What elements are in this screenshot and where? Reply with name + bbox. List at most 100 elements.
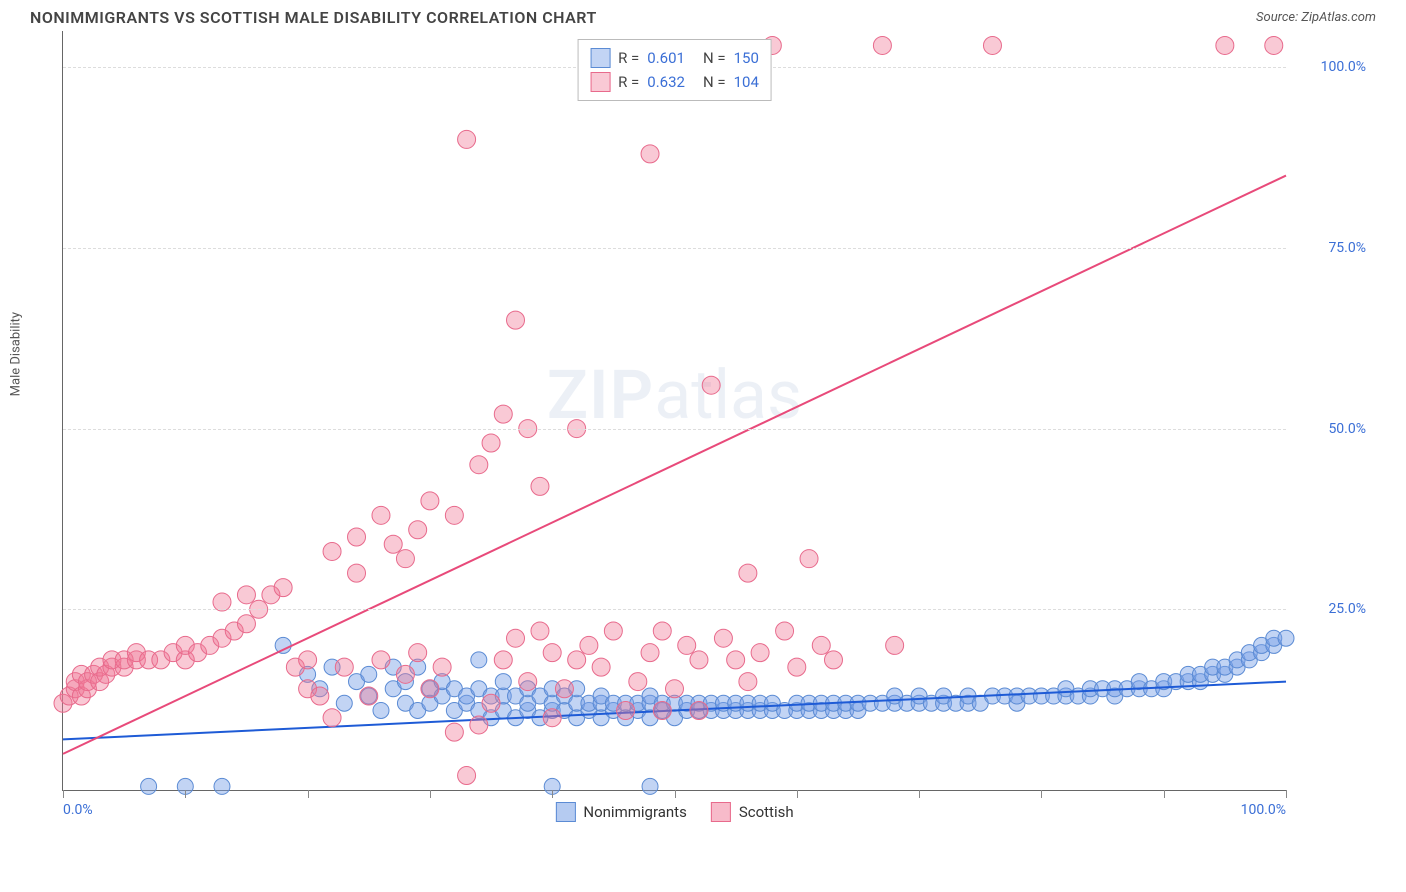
data-point [812,636,830,654]
trend-line [63,176,1286,754]
data-point [495,674,511,690]
data-point [592,658,610,676]
data-point [678,636,696,654]
data-point [361,666,377,682]
data-point [445,506,463,524]
data-point [214,778,230,794]
data-point [641,644,659,662]
data-point [372,651,390,669]
legend-r-value: 0.632 [647,73,685,91]
data-point [237,586,255,604]
data-point [311,687,329,705]
data-point [653,622,671,640]
data-point [568,651,586,669]
x-tick-label: 0.0% [63,802,93,818]
data-point [580,636,598,654]
legend-label: Nonimmigrants [583,803,686,821]
legend-series: Nonimmigrants Scottish [555,802,793,822]
x-tick [63,790,64,798]
data-point [873,36,891,54]
x-tick [1164,790,1165,798]
data-point [494,405,512,423]
data-point [653,701,671,719]
data-point [800,550,818,568]
data-point [1216,36,1234,54]
x-tick-label: 100.0% [1241,802,1286,818]
data-point [396,550,414,568]
x-tick [797,790,798,798]
data-point [824,651,842,669]
data-point [751,644,769,662]
data-point [372,506,390,524]
data-point [433,658,451,676]
data-point [983,36,1001,54]
data-point [531,622,549,640]
data-point [373,702,389,718]
data-point [421,680,439,698]
data-point [421,492,439,510]
data-point [445,723,463,741]
legend-label: Scottish [739,803,794,821]
data-point [617,701,635,719]
x-tick [919,790,920,798]
data-point [666,680,684,698]
legend-swatch [590,72,610,92]
data-point [1278,630,1294,646]
data-point [323,542,341,560]
data-point [396,665,414,683]
y-tick-label: 50.0% [1296,421,1366,437]
data-point [727,651,745,669]
x-tick [1286,790,1287,798]
y-tick-label: 100.0% [1296,59,1366,75]
legend-swatch [555,802,575,822]
legend-swatch [590,48,610,68]
data-point [604,622,622,640]
x-tick [185,790,186,798]
x-tick [308,790,309,798]
legend-n-value: 150 [734,49,759,67]
x-tick [675,790,676,798]
data-point [739,564,757,582]
y-tick-label: 75.0% [1296,240,1366,256]
data-point [482,434,500,452]
data-point [360,687,378,705]
data-point [274,579,292,597]
data-point [543,644,561,662]
data-point [641,145,659,163]
legend-n-label: N = [703,73,726,91]
gridline-h [63,248,1286,249]
source-label: Source: ZipAtlas.com [1256,10,1376,25]
y-tick-label: 25.0% [1296,601,1366,617]
legend-r-label: R = [618,49,639,67]
data-point [519,673,537,691]
data-point [739,673,757,691]
data-point [690,701,708,719]
data-point [507,629,525,647]
data-point [690,651,708,669]
data-point [788,658,806,676]
data-point [482,694,500,712]
data-point [141,778,157,794]
data-point [886,636,904,654]
data-point [507,311,525,329]
data-point [776,622,794,640]
data-point [348,564,366,582]
data-point [336,695,352,711]
data-point [531,477,549,495]
data-point [494,651,512,669]
chart-container: Male Disability ZIPatlas R = 0.601N = 15… [50,31,1376,831]
data-point [555,680,573,698]
data-point [702,376,720,394]
legend-stats: R = 0.601N = 150R = 0.632N = 104 [577,39,772,101]
data-point [458,130,476,148]
data-point [409,644,427,662]
data-point [714,629,732,647]
x-tick [430,790,431,798]
data-point [470,456,488,474]
data-point [348,528,366,546]
legend-stat-row: R = 0.632N = 104 [590,70,759,94]
data-point [384,535,402,553]
data-point [543,709,561,727]
legend-item: Nonimmigrants [555,802,686,822]
legend-n-value: 104 [734,73,759,91]
